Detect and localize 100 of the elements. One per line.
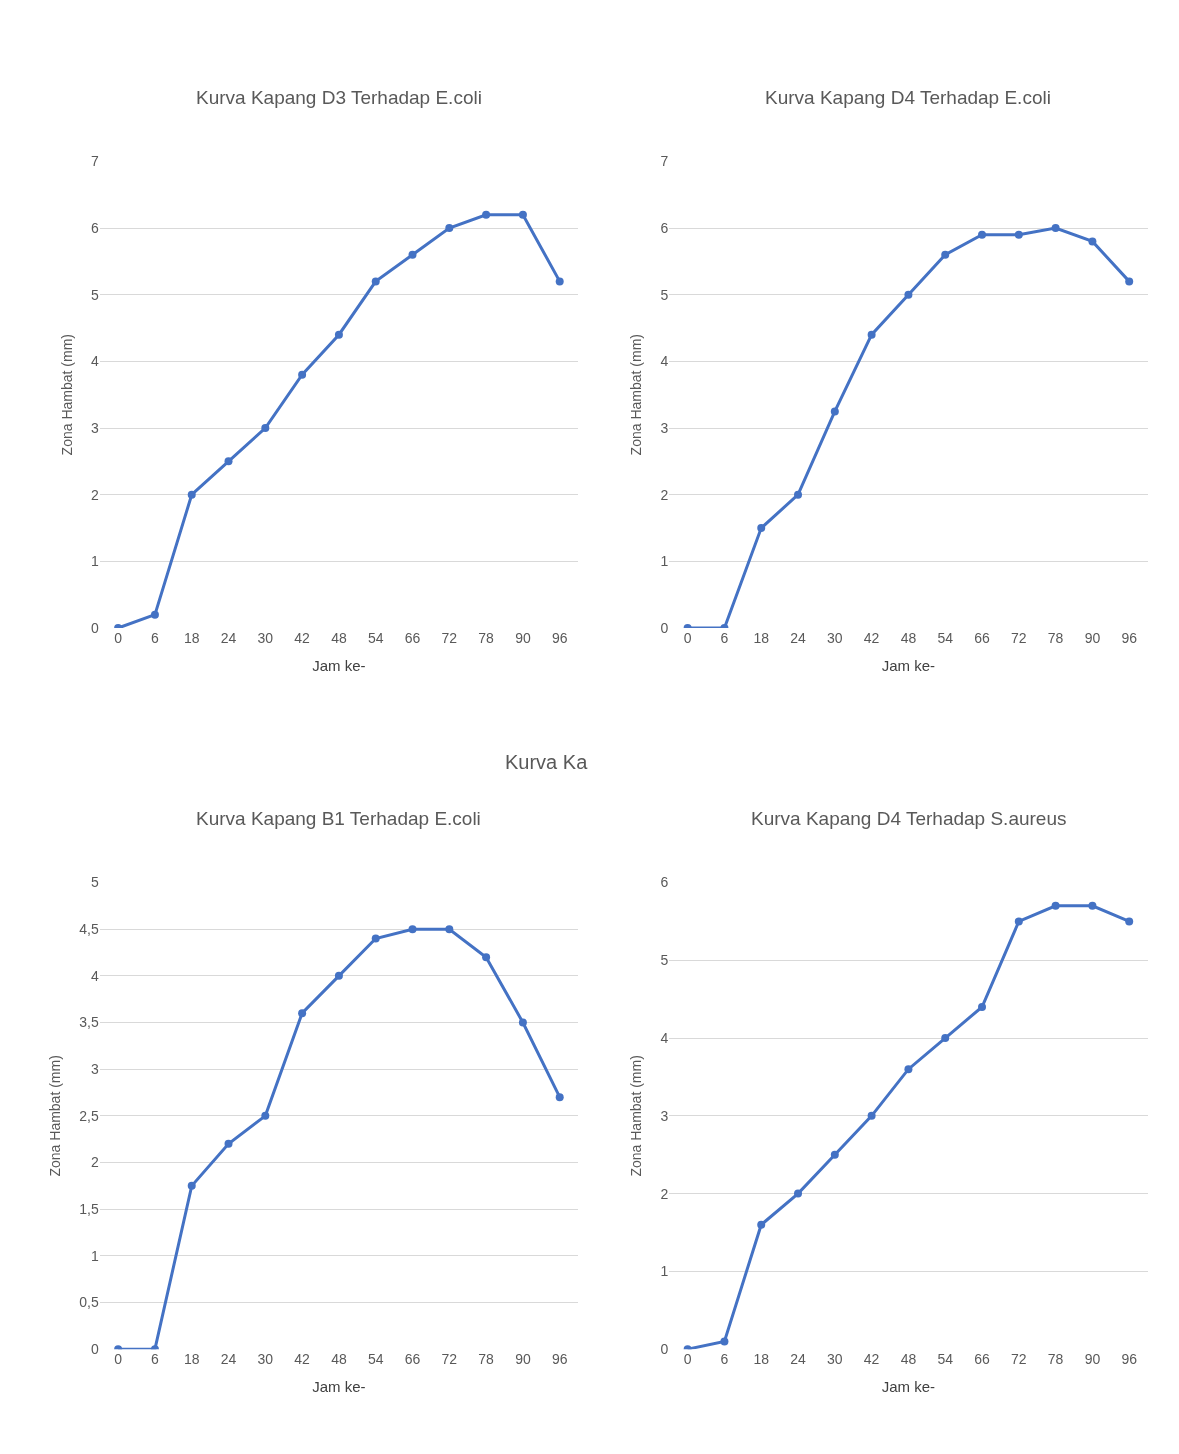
x-tick-label: 0 xyxy=(114,630,123,647)
y-axis-title: Zona Hambat (mm) xyxy=(58,334,75,456)
x-tick-label: 48 xyxy=(331,1351,347,1368)
y-tick-label: 1 xyxy=(90,553,99,570)
point xyxy=(298,1009,307,1018)
x-tick-label: 48 xyxy=(900,1351,917,1368)
point xyxy=(555,1093,564,1102)
point xyxy=(1088,901,1097,910)
y-axis-title: Zona Hambat (mm) xyxy=(46,1055,63,1177)
y-tick-label: 4 xyxy=(660,1029,669,1046)
point xyxy=(867,1111,876,1120)
point xyxy=(298,370,307,379)
chart-title: Kurva Kapang B1 Terhadap E.coli xyxy=(196,808,481,829)
y-tick-label: 1,5 xyxy=(79,1201,99,1218)
y-tick-label: 3 xyxy=(660,419,669,436)
x-axis-title: Jam ke- xyxy=(312,657,366,675)
point xyxy=(904,1065,913,1074)
y-tick-label: 2,5 xyxy=(79,1107,99,1124)
chart-title: Kurva Kapang D3 Terhadap E.coli xyxy=(196,87,482,108)
x-tick-label: 30 xyxy=(827,1351,843,1368)
x-tick-label: 72 xyxy=(441,630,458,647)
x-tick-label: 6 xyxy=(720,630,729,647)
point xyxy=(224,1139,233,1148)
x-tick-label: 30 xyxy=(257,630,274,647)
x-tick-label: 90 xyxy=(515,1351,531,1368)
x-tick-label: 42 xyxy=(294,630,311,647)
y-tick-label: 4 xyxy=(90,967,99,984)
point xyxy=(518,1018,527,1027)
y-tick-label: 5 xyxy=(660,286,669,303)
point xyxy=(757,524,766,533)
x-tick-label: 24 xyxy=(790,1351,807,1368)
point xyxy=(150,610,159,619)
x-tick-label: 18 xyxy=(183,1351,200,1368)
point xyxy=(1088,237,1097,246)
x-tick-label: 24 xyxy=(220,1351,237,1368)
y-tick-label: 1 xyxy=(660,553,669,570)
x-tick-label: 0 xyxy=(114,1351,123,1368)
y-tick-label: 5 xyxy=(90,874,99,891)
x-tick-label: 78 xyxy=(1047,630,1064,647)
point xyxy=(1125,917,1134,926)
x-tick-label: 66 xyxy=(974,630,991,647)
y-tick-label: 7 xyxy=(90,153,99,170)
x-tick-label: 42 xyxy=(294,1351,311,1368)
x-tick-label: 72 xyxy=(441,1351,458,1368)
x-tick-label: 66 xyxy=(974,1351,991,1368)
x-tick-label: 78 xyxy=(1047,1351,1064,1368)
x-tick-label: 6 xyxy=(151,1351,160,1368)
y-tick-label: 2 xyxy=(90,486,99,503)
point xyxy=(334,330,343,339)
x-tick-label: 90 xyxy=(1084,1351,1101,1368)
point xyxy=(482,210,491,219)
y-axis-title: Zona Hambat (mm) xyxy=(628,334,645,456)
x-tick-label: 90 xyxy=(515,630,531,647)
y-tick-label: 5 xyxy=(90,286,99,303)
point xyxy=(830,1150,839,1159)
x-tick-label: 66 xyxy=(404,630,421,647)
point xyxy=(1051,901,1060,910)
x-tick-label: 54 xyxy=(367,1351,384,1368)
x-tick-label: 42 xyxy=(863,630,880,647)
point xyxy=(941,250,950,259)
point xyxy=(408,925,417,934)
point xyxy=(187,490,196,499)
x-tick-label: 18 xyxy=(183,630,200,647)
point xyxy=(187,1181,196,1190)
point xyxy=(224,457,233,466)
x-tick-label: 90 xyxy=(1084,630,1101,647)
x-tick-label: 18 xyxy=(753,630,770,647)
y-tick-label: 2 xyxy=(660,486,669,503)
x-tick-label: 96 xyxy=(551,1351,568,1368)
point xyxy=(1014,917,1023,926)
x-tick-label: 48 xyxy=(331,630,347,647)
point xyxy=(555,277,564,286)
y-tick-label: 0,5 xyxy=(79,1294,99,1311)
point xyxy=(1125,277,1134,286)
point xyxy=(371,934,380,943)
point xyxy=(482,953,491,962)
y-tick-label: 5 xyxy=(660,952,669,969)
x-tick-label: 24 xyxy=(220,630,237,647)
x-tick-label: 0 xyxy=(683,630,692,647)
y-tick-label: 4,5 xyxy=(79,921,99,938)
y-tick-label: 1 xyxy=(660,1263,669,1280)
y-tick-label: 2 xyxy=(90,1154,99,1171)
x-tick-label: 78 xyxy=(478,1351,495,1368)
point xyxy=(757,1220,766,1229)
point xyxy=(978,1002,987,1011)
y-tick-label: 4 xyxy=(90,353,99,370)
point xyxy=(371,277,380,286)
chart-title: Kurva Kapang D4 Terhadap E.coli xyxy=(765,87,1051,108)
point xyxy=(941,1034,950,1043)
point xyxy=(867,330,876,339)
point xyxy=(794,490,803,499)
point xyxy=(904,290,913,299)
x-tick-label: 54 xyxy=(937,630,954,647)
x-tick-label: 96 xyxy=(1121,630,1138,647)
y-tick-label: 0 xyxy=(660,619,669,636)
y-tick-label: 6 xyxy=(660,219,669,236)
point xyxy=(978,230,987,239)
chart-title: Kurva Kapang D4 Terhadap S.aureus xyxy=(751,808,1067,829)
point xyxy=(518,210,527,219)
x-axis-title: Jam ke- xyxy=(881,1378,936,1396)
